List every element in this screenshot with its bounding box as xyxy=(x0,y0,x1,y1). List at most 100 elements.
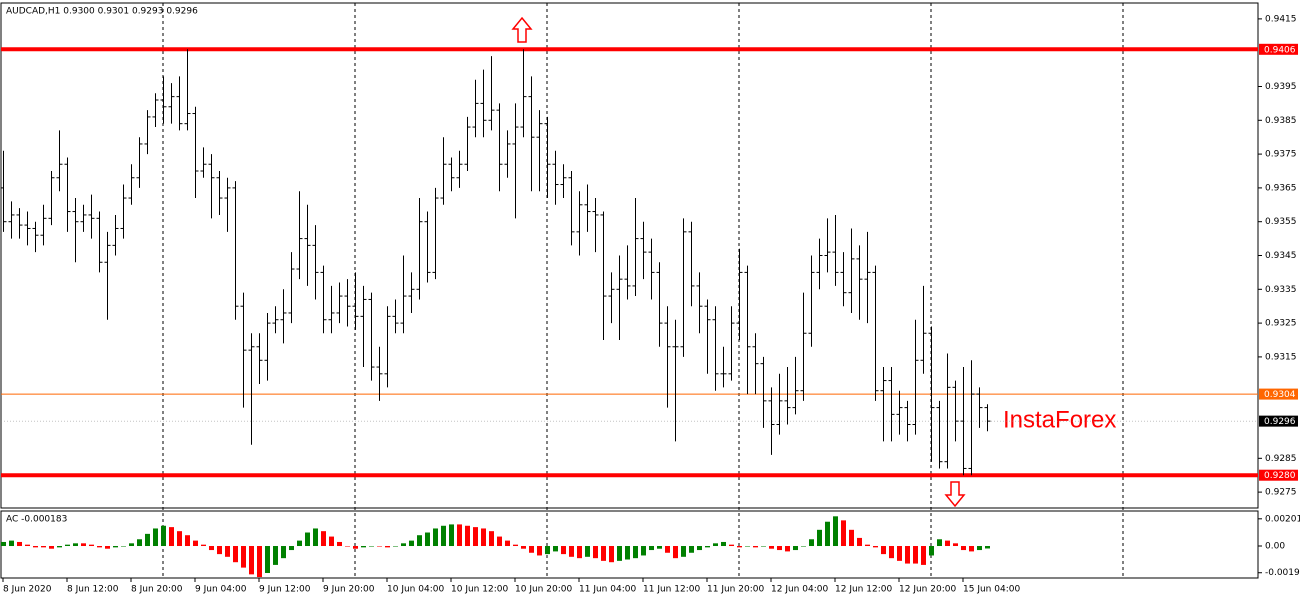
ac-bar xyxy=(521,546,526,549)
ac-bar xyxy=(609,546,614,563)
ac-bar xyxy=(881,546,886,555)
ac-bar xyxy=(33,546,38,548)
ac-bar xyxy=(449,524,454,547)
y-tick-label: 0.9275 xyxy=(1265,488,1297,498)
ac-bar xyxy=(713,543,718,547)
ac-bar xyxy=(825,521,830,547)
ac-bar xyxy=(841,520,846,547)
ac-bar xyxy=(73,543,78,547)
ac-bar xyxy=(145,533,150,547)
ac-bar xyxy=(785,546,790,552)
ac-bar xyxy=(585,546,590,557)
down-arrow xyxy=(944,481,966,508)
ac-bar xyxy=(121,546,126,547)
ac-bar xyxy=(985,546,990,549)
ac-bar xyxy=(361,546,366,548)
level-label-box xyxy=(1259,43,1298,55)
x-tick-label: 10 Jun 12:00 xyxy=(451,585,508,595)
ac-bar xyxy=(753,546,758,548)
ac-bar xyxy=(385,546,390,548)
level-label: 0.9406 xyxy=(1264,45,1296,55)
y-tick-label: 0.9345 xyxy=(1265,251,1297,261)
ac-bar xyxy=(161,525,166,547)
ac-bar xyxy=(57,546,62,548)
ac-bar xyxy=(321,531,326,547)
y-tick-label: 0.9385 xyxy=(1265,116,1297,126)
ac-bar xyxy=(225,546,230,557)
ac-bar xyxy=(481,528,486,547)
ac-bar xyxy=(41,546,46,548)
ac-bar xyxy=(977,546,982,551)
ac-bar xyxy=(465,525,470,547)
level-label-box xyxy=(1259,388,1298,400)
x-tick-label: 10 Jun 20:00 xyxy=(515,585,572,595)
y-tick-label: -0.00198 xyxy=(1265,568,1300,578)
chart-title: AUDCAD,H1 0.9300 0.9301 0.9293 0.9296 xyxy=(6,7,198,17)
level-label: 0.9296 xyxy=(1264,417,1296,427)
ac-bar xyxy=(153,528,158,547)
ac-bar xyxy=(905,546,910,564)
ac-bar xyxy=(665,546,670,553)
ac-bar xyxy=(745,546,750,547)
ac-bar xyxy=(793,546,798,551)
x-tick-label: 12 Jun 20:00 xyxy=(899,585,956,595)
ac-bar xyxy=(897,546,902,561)
watermark: InstaForex xyxy=(1003,406,1116,433)
ac-bar xyxy=(817,529,822,547)
ac-bar xyxy=(89,544,94,547)
y-tick-label: 0.9395 xyxy=(1265,82,1297,92)
ac-bar xyxy=(425,532,430,547)
ac-bar xyxy=(441,525,446,547)
ac-bar xyxy=(345,546,350,547)
x-tick-label: 10 Jun 04:00 xyxy=(387,585,444,595)
x-tick-label: 9 Jun 20:00 xyxy=(323,585,375,595)
ac-bar xyxy=(945,540,950,547)
ac-bar xyxy=(369,546,374,547)
ac-bar xyxy=(377,546,382,547)
ac-bar xyxy=(761,546,766,547)
ac-bar xyxy=(689,546,694,553)
y-tick-label: 0.002015 xyxy=(1265,514,1300,524)
ac-bar xyxy=(921,546,926,565)
y-tick-label: 0.9355 xyxy=(1265,217,1297,227)
x-tick-label: 8 Jun 20:00 xyxy=(131,585,183,595)
ac-bar xyxy=(457,524,462,547)
ac-bar xyxy=(801,546,806,547)
ac-bar xyxy=(353,546,358,549)
ac-bar xyxy=(169,527,174,547)
ac-bar xyxy=(849,529,854,547)
ac-bar xyxy=(857,537,862,547)
x-tick-label: 11 Jun 12:00 xyxy=(643,585,700,595)
ac-bar xyxy=(937,539,942,547)
ac-bar xyxy=(473,527,478,547)
x-tick-label: 11 Jun 20:00 xyxy=(707,585,764,595)
ac-bar xyxy=(305,532,310,547)
level-label: 0.9304 xyxy=(1264,390,1296,400)
y-tick-label: 0.9415 xyxy=(1265,14,1297,24)
ac-bar xyxy=(649,546,654,551)
ac-bar xyxy=(249,546,254,575)
ac-bar xyxy=(737,546,742,548)
ac-bar xyxy=(129,543,134,547)
ac-bar xyxy=(561,546,566,555)
level-label: 0.9280 xyxy=(1264,471,1296,481)
ac-bar xyxy=(313,528,318,547)
ac-bar xyxy=(337,541,342,547)
ac-bar xyxy=(729,544,734,547)
ac-bar xyxy=(409,540,414,547)
ac-bar xyxy=(273,546,278,565)
y-tick-label: 0.9335 xyxy=(1265,285,1297,295)
ac-bar xyxy=(577,546,582,559)
ac-bar xyxy=(633,546,638,559)
ac-bar xyxy=(177,531,182,547)
ac-bar xyxy=(201,544,206,547)
ac-bar xyxy=(329,536,334,547)
ac-bar xyxy=(697,546,702,551)
ac-bar xyxy=(497,536,502,547)
ac-bar xyxy=(241,546,246,568)
ac-bar xyxy=(81,543,86,547)
ac-bar xyxy=(185,535,190,547)
ac-bar xyxy=(217,546,222,555)
ac-bar xyxy=(969,546,974,552)
